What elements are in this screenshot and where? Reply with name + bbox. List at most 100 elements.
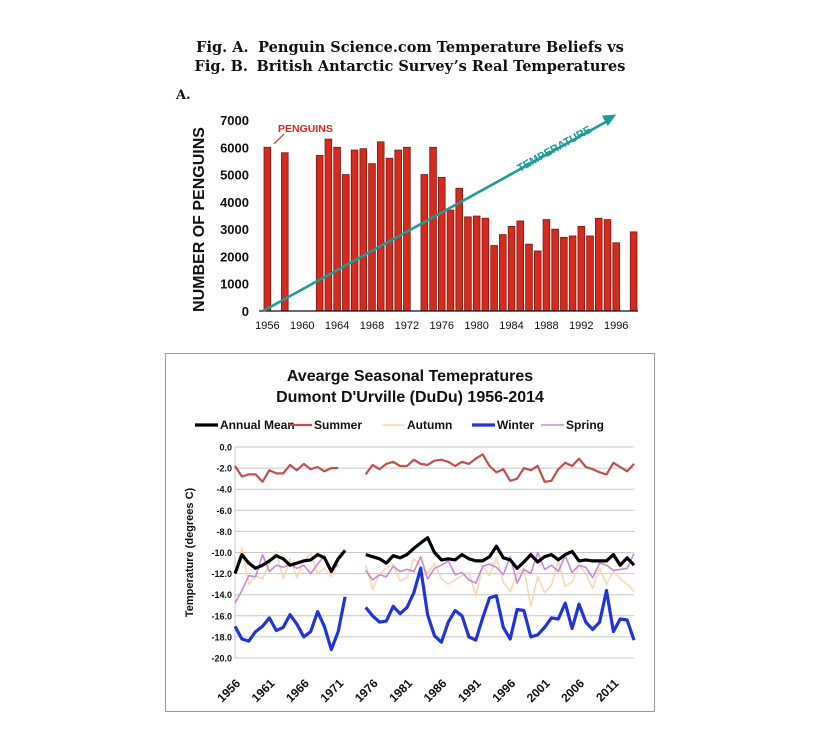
- y-tick-label: -12.0: [211, 569, 232, 579]
- figure-caption: Fig. A. Penguin Science.com Temperature B…: [0, 38, 820, 76]
- y-tick-label: 2000: [220, 249, 249, 264]
- bar: [507, 226, 516, 312]
- x-tick-label: 1991: [455, 676, 484, 705]
- bar: [542, 219, 551, 312]
- y-tick-label: -10.0: [211, 548, 232, 558]
- bar: [324, 138, 333, 312]
- x-tick-label: 1988: [534, 320, 558, 332]
- temperature-arrowhead: [601, 114, 617, 127]
- caption-a-label: Fig. A.: [196, 39, 249, 56]
- legend-label: Winter: [497, 418, 535, 432]
- x-tick-label: 1968: [360, 320, 384, 332]
- y-tick-label: -4.0: [216, 485, 232, 495]
- y-tick-label: 4000: [220, 195, 249, 210]
- x-tick-label: 1984: [499, 320, 523, 332]
- x-tick-label: 2011: [593, 676, 622, 705]
- y-tick-label: 0: [242, 304, 249, 319]
- x-tick-label: 1992: [569, 320, 593, 332]
- x-tick-label: 1976: [352, 676, 381, 705]
- bar: [420, 174, 429, 312]
- bar: [315, 155, 324, 312]
- y-axis-label: NUMBER OF PENGUINS: [191, 127, 208, 312]
- y-tick-label: 0.0: [219, 443, 232, 453]
- bar: [263, 146, 272, 312]
- bar: [394, 149, 402, 312]
- y-tick-label: 5000: [220, 168, 249, 183]
- temperature-annotation: TEMPERATURE: [515, 124, 593, 175]
- x-tick-label: 1976: [430, 320, 454, 332]
- bar: [586, 235, 594, 312]
- bar: [533, 250, 542, 312]
- y-tick-label: -20.0: [211, 654, 232, 664]
- y-tick-label: -6.0: [216, 506, 232, 516]
- chart-a-bar-chart: NUMBER OF PENGUINS 0 1000 2000 3000 4000 5000 6…: [191, 113, 638, 332]
- panel-b: Avearge Seasonal Temepratures Dumont D'Ur…: [165, 353, 655, 712]
- series-line-autumn: [234, 547, 635, 608]
- caption-line-a: Fig. A. Penguin Science.com Temperature B…: [0, 38, 820, 57]
- series-line-spring: [234, 551, 635, 604]
- x-tick-label: 2006: [558, 676, 587, 705]
- y-tick-label: -8.0: [216, 527, 232, 537]
- temperature-arrow: [262, 118, 611, 313]
- penguins-pointer: [273, 133, 285, 145]
- bar: [551, 228, 559, 312]
- bar: [516, 220, 525, 312]
- chart-b-line-chart: Avearge Seasonal Temepratures Dumont D'Ur…: [184, 368, 636, 705]
- bar: [612, 242, 620, 312]
- x-tick-label: 1964: [325, 320, 349, 332]
- bar: [350, 149, 359, 312]
- x-tick-label: 2001: [524, 676, 553, 705]
- x-tick-label: 1960: [290, 320, 314, 332]
- bar: [446, 209, 455, 312]
- bar: [429, 146, 437, 312]
- bar: [594, 217, 603, 312]
- y-axis-label: Temperature (degrees C): [184, 487, 196, 617]
- bar: [499, 234, 507, 312]
- bar: [481, 217, 490, 312]
- x-tick-label: 1986: [421, 676, 450, 705]
- caption-b-text: British Antarctic Survey’s Real Temperat…: [256, 58, 626, 75]
- y-tick-label: -14.0: [211, 590, 232, 600]
- bar: [385, 157, 394, 312]
- series-line-summer: [234, 453, 635, 483]
- legend-label: Annual Mean: [220, 418, 295, 432]
- x-tick-label: 1961: [249, 676, 278, 705]
- y-tick-label: -18.0: [211, 632, 232, 642]
- y-tick-label: 1000: [220, 277, 249, 292]
- x-tick-label: 1981: [386, 676, 415, 705]
- panel-a-label: A.: [176, 88, 191, 103]
- penguins-annotation: PENGUINS: [278, 123, 333, 135]
- x-tick-label: 1956: [214, 676, 243, 705]
- caption-a-text: Penguin Science.com Temperature Beliefs …: [258, 39, 624, 56]
- series-line-winter: [233, 566, 636, 652]
- panel-a: NUMBER OF PENGUINS 0 1000 2000 3000 4000 5000 6…: [176, 100, 649, 344]
- bar: [629, 231, 638, 312]
- x-tick-label: 1966: [283, 676, 312, 705]
- series-line-annual-mean: [233, 536, 636, 575]
- legend-label: Autumn: [407, 418, 452, 432]
- chart-b-subtitle: Dumont D'Urville (DuDu) 1956-2014: [276, 389, 544, 406]
- y-tick-label: 7000: [220, 113, 249, 128]
- bar: [342, 174, 350, 312]
- caption-b-label: Fig. B.: [194, 58, 248, 75]
- bar: [376, 141, 385, 312]
- x-tick-label: 1956: [255, 320, 279, 332]
- legend-label: Summer: [314, 418, 362, 432]
- x-tick-label: 1996: [604, 320, 628, 332]
- x-tick-label: 1996: [490, 676, 519, 705]
- bar: [455, 187, 463, 312]
- bar: [560, 236, 568, 312]
- x-tick-label: 1972: [395, 320, 419, 332]
- y-tick-label: 3000: [220, 222, 249, 237]
- y-tick-label: -16.0: [211, 611, 232, 621]
- bar: [525, 243, 533, 312]
- x-tick-label: 1971: [318, 676, 347, 705]
- bar: [577, 226, 586, 312]
- bar: [464, 216, 472, 312]
- bar: [368, 163, 376, 312]
- bar: [472, 215, 481, 312]
- chart-b-title: Avearge Seasonal Temepratures: [287, 368, 533, 385]
- x-tick-label: 1980: [464, 320, 488, 332]
- y-tick-label: 6000: [220, 140, 249, 155]
- bar: [333, 146, 341, 312]
